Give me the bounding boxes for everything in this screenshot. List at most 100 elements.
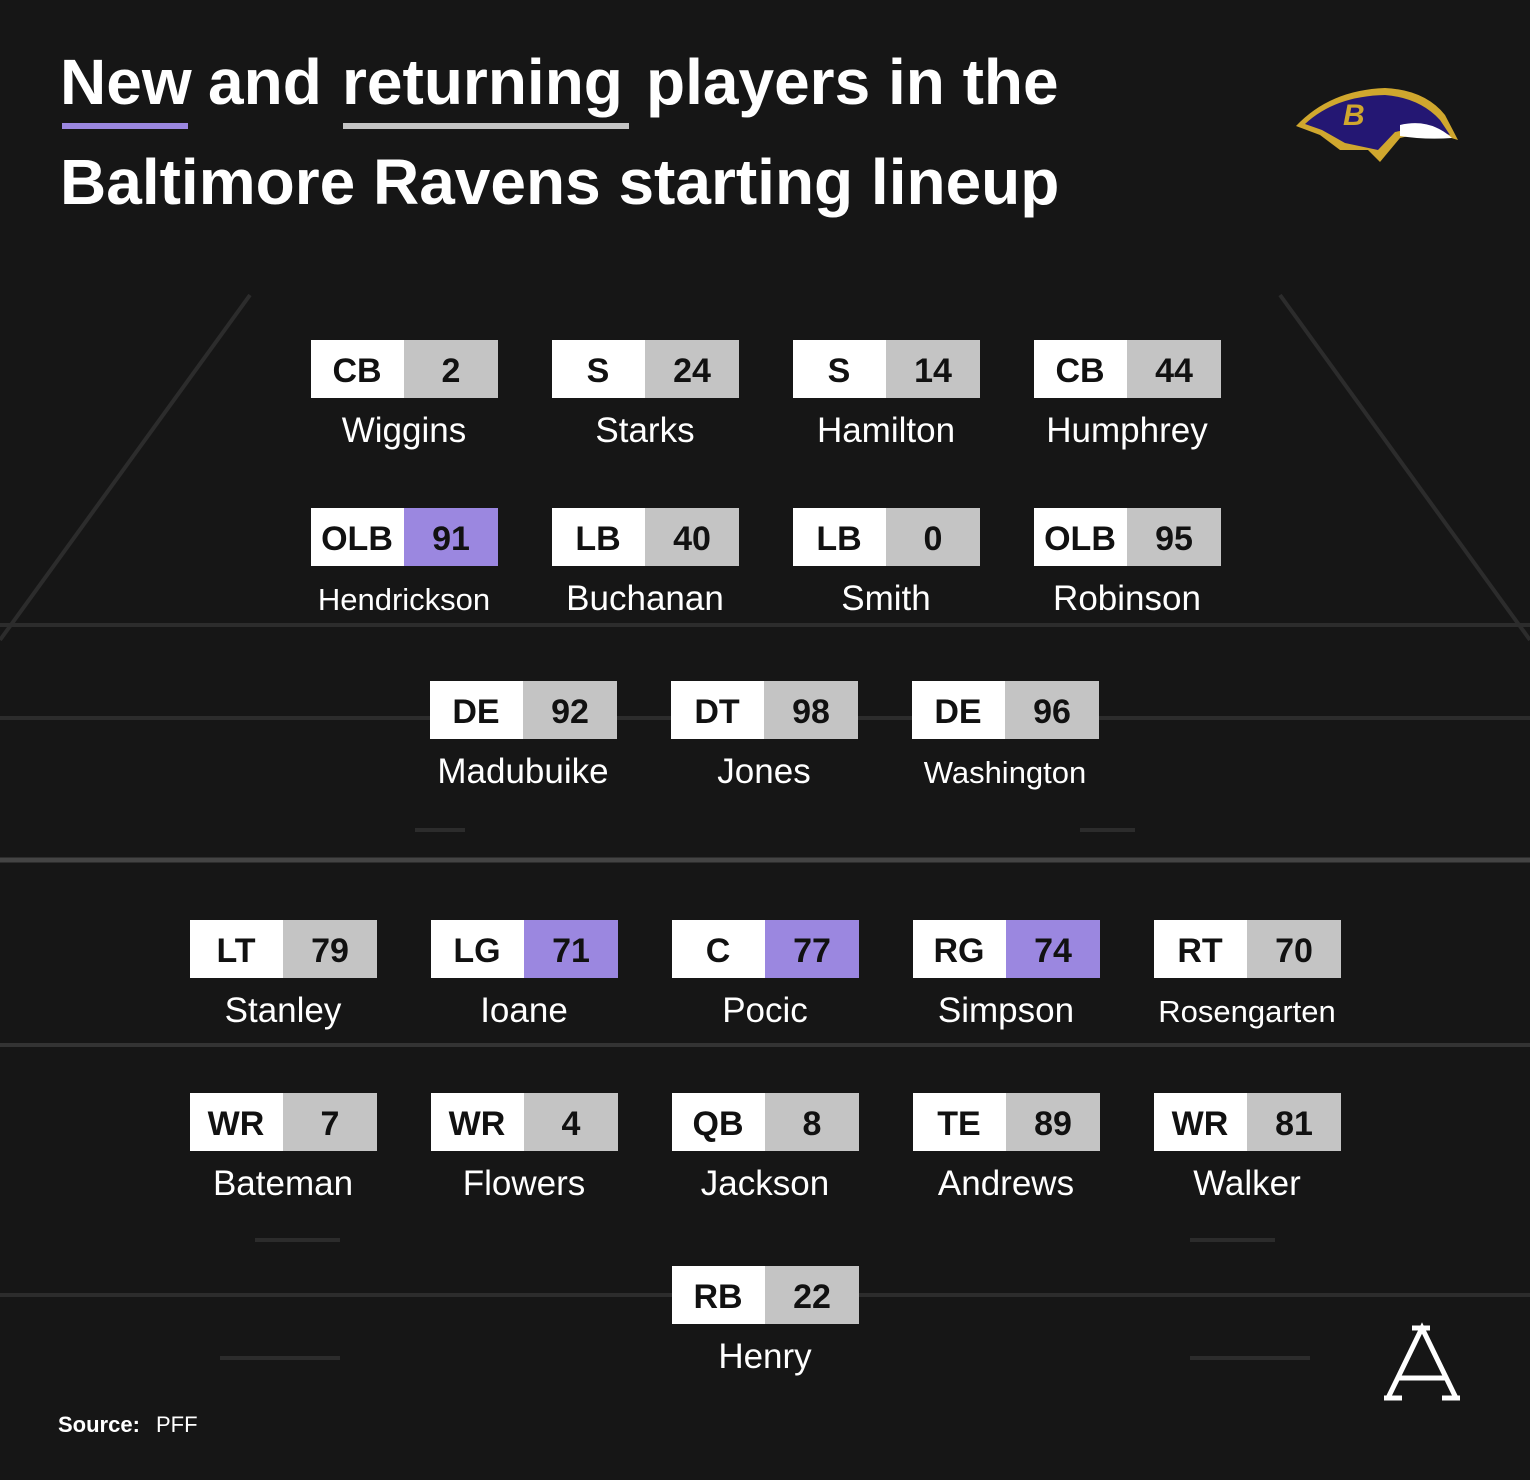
position-box (1154, 1093, 1247, 1151)
position: LB (816, 520, 861, 558)
number-box (886, 340, 980, 398)
athletic-logo (1384, 1322, 1460, 1401)
position: TE (937, 1105, 980, 1143)
number: 74 (1034, 932, 1072, 970)
number-box (765, 1093, 859, 1151)
number: 40 (673, 520, 711, 558)
player-name: Washington (924, 755, 1087, 790)
position-box (672, 920, 765, 978)
source-label: Source: (58, 1412, 140, 1437)
position-box (431, 1093, 524, 1151)
title-line2: Baltimore Ravens starting lineup (60, 146, 1059, 218)
position-box (190, 1093, 283, 1151)
position: S (828, 352, 851, 390)
position: C (706, 932, 731, 970)
player-name: Rosengarten (1158, 994, 1336, 1029)
position-box (311, 508, 404, 566)
source: PFF (156, 1412, 198, 1437)
number-box (524, 1093, 618, 1151)
player-name: Buchanan (566, 579, 724, 618)
number: 77 (793, 932, 831, 970)
number: 14 (914, 352, 952, 390)
position: S (587, 352, 610, 390)
player-name: Ioane (480, 991, 568, 1030)
number-box (1127, 340, 1221, 398)
position: DE (452, 693, 499, 731)
player-name: Humphrey (1046, 411, 1208, 450)
position: WR (449, 1105, 506, 1143)
number-box (1006, 920, 1100, 978)
number-box (1247, 1093, 1341, 1151)
player-name: Pocic (722, 991, 808, 1030)
position: LG (453, 932, 500, 970)
position: CB (1055, 352, 1104, 390)
player-name: Hamilton (817, 411, 955, 450)
number-box (1005, 681, 1099, 739)
position: CB (332, 352, 381, 390)
position: DE (934, 693, 981, 731)
position-box (1154, 920, 1247, 978)
title-returning: returning (342, 46, 623, 118)
number-box (645, 508, 739, 566)
player-name: Jackson (701, 1164, 829, 1203)
player-name: Henry (718, 1337, 812, 1376)
number: 98 (792, 693, 830, 731)
number-box (645, 340, 739, 398)
position-box (431, 920, 524, 978)
number-box (524, 920, 618, 978)
position-box (672, 1093, 765, 1151)
position-box (552, 508, 645, 566)
position: DT (694, 693, 740, 731)
number: 96 (1033, 693, 1071, 731)
position: OLB (321, 520, 393, 558)
number: 4 (562, 1105, 581, 1143)
number-box (764, 681, 858, 739)
returning-underline (343, 123, 629, 129)
position: RB (693, 1278, 742, 1316)
number: 81 (1275, 1105, 1313, 1143)
number-box (765, 1266, 859, 1324)
position-box (671, 681, 764, 739)
player-name: Wiggins (342, 411, 466, 450)
number: 2 (442, 352, 461, 390)
position: WR (1172, 1105, 1229, 1143)
position-box (672, 1266, 765, 1324)
number: 70 (1275, 932, 1313, 970)
position: WR (208, 1105, 265, 1143)
player-name: Stanley (225, 991, 342, 1030)
number-box (886, 508, 980, 566)
position-box (1034, 508, 1127, 566)
position-box (793, 340, 886, 398)
position: LB (575, 520, 620, 558)
player-name: Andrews (938, 1164, 1074, 1203)
player-name: Flowers (463, 1164, 586, 1203)
player-name: Bateman (213, 1164, 353, 1203)
number: 7 (321, 1105, 340, 1143)
new-underline (62, 123, 188, 129)
position-box (1034, 340, 1127, 398)
number-box (283, 1093, 377, 1151)
number: 0 (924, 520, 943, 558)
position-box (913, 920, 1006, 978)
position-box (311, 340, 404, 398)
position: QB (693, 1105, 744, 1143)
position: RG (934, 932, 985, 970)
position: RT (1177, 932, 1223, 970)
number: 95 (1155, 520, 1193, 558)
position-box (912, 681, 1005, 739)
position: OLB (1044, 520, 1116, 558)
position-box (913, 1093, 1006, 1151)
player-name: Madubuike (437, 752, 608, 791)
ravens-logo: B (1296, 88, 1458, 162)
player-name: Starks (595, 411, 694, 450)
number-box (523, 681, 617, 739)
title-new: New (60, 46, 192, 118)
number-box (283, 920, 377, 978)
number: 71 (552, 932, 590, 970)
player-name: Walker (1193, 1164, 1301, 1203)
number: 22 (793, 1278, 831, 1316)
number: 44 (1155, 352, 1193, 390)
player-name: Simpson (938, 991, 1074, 1030)
player-name: Robinson (1053, 579, 1201, 618)
